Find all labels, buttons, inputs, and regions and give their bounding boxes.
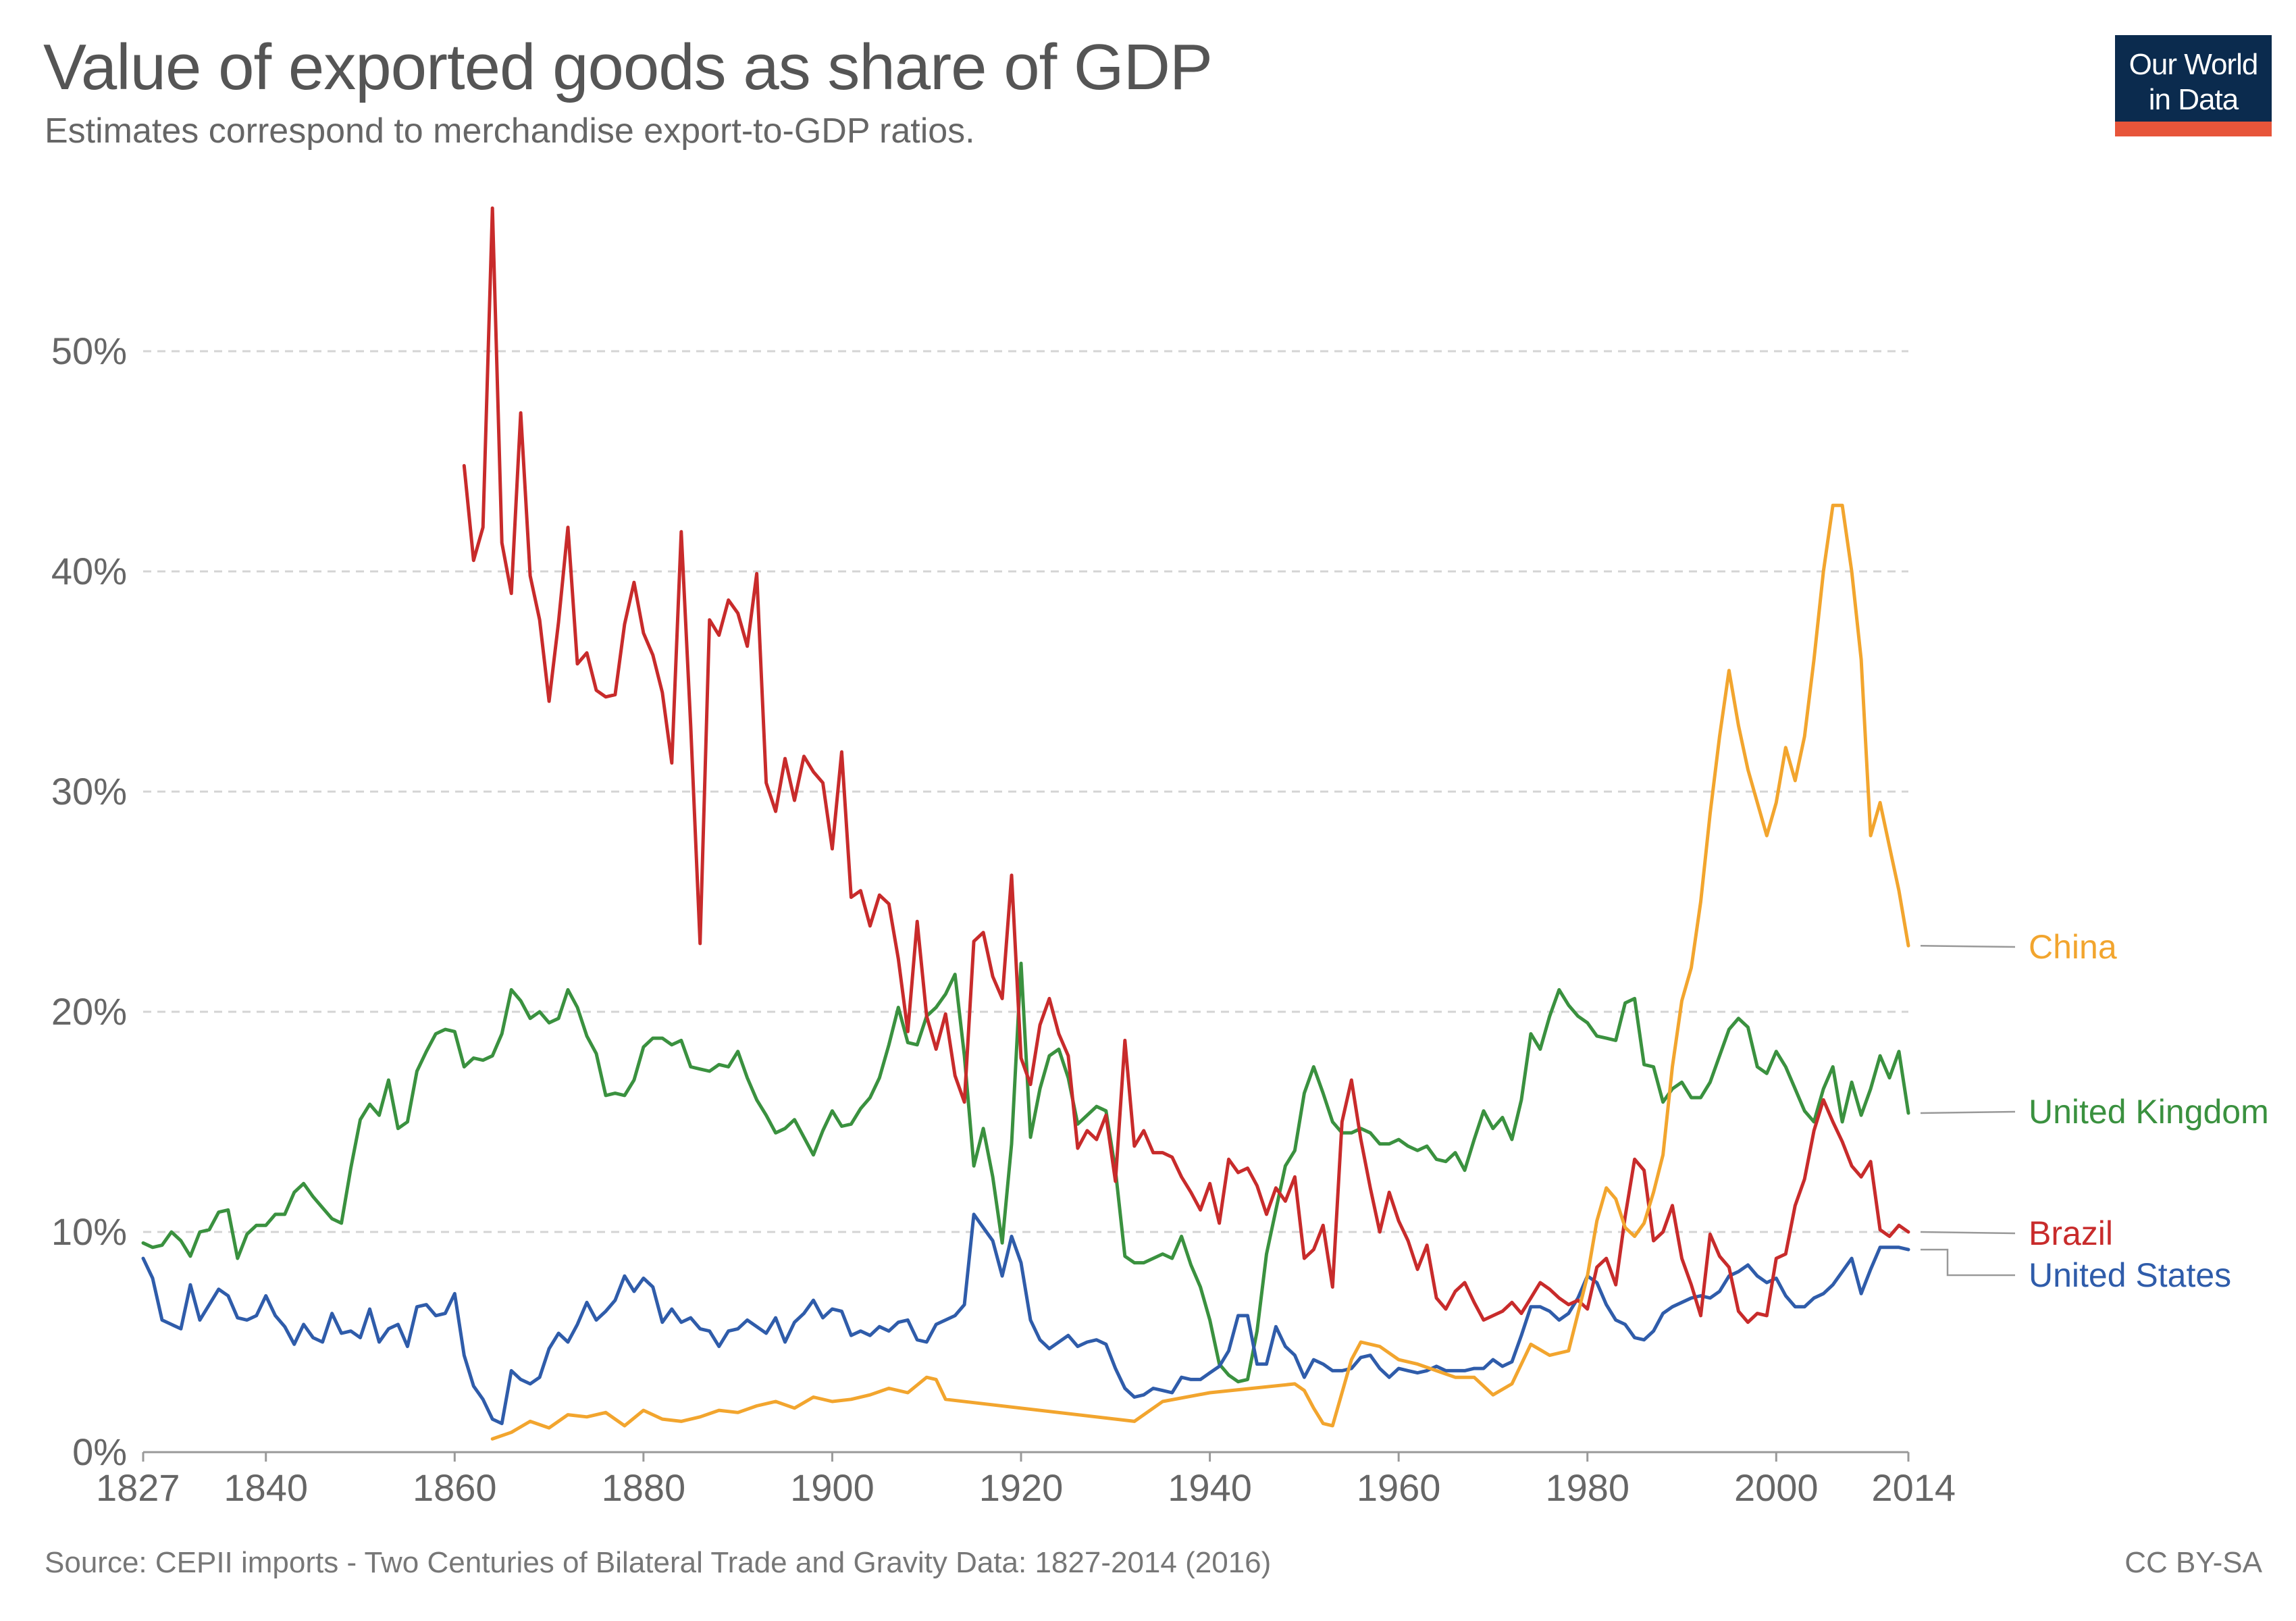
logo-line-2: in Data bbox=[2148, 83, 2239, 116]
logo-line-1: Our World bbox=[2129, 48, 2259, 81]
y-tick-label-20: 20% bbox=[51, 990, 127, 1033]
series-line-united-states bbox=[141, 1212, 1910, 1426]
x-axis: 1827 1840 1860 1880 1900 1920 1940 1960 1980 2000… bbox=[96, 1451, 1956, 1509]
chart-title: Value of exported goods as share of GDP bbox=[43, 31, 1213, 103]
series-line-united-kingdom bbox=[141, 961, 1910, 1384]
logo-accent-bar bbox=[2115, 122, 2272, 136]
series-line-brazil bbox=[462, 206, 1910, 1324]
series-label-united-states: United States bbox=[2029, 1256, 2231, 1294]
x-tick-label-1840: 1840 bbox=[224, 1466, 308, 1509]
series-line-china bbox=[490, 503, 1910, 1441]
series-label-china: China bbox=[2029, 928, 2117, 966]
y-tick-label-30: 30% bbox=[51, 770, 127, 813]
series-label-brazil: Brazil bbox=[2029, 1214, 2113, 1252]
chart-subtitle: Estimates correspond to merchandise expo… bbox=[45, 111, 975, 151]
y-axis-tick-labels: 0% 10% 20% 30% 40% 50% bbox=[51, 330, 127, 1473]
x-tick-label-1827: 1827 bbox=[96, 1466, 180, 1509]
leader-line-united-states bbox=[1921, 1248, 2015, 1277]
x-tick-label-2014: 2014 bbox=[1871, 1466, 1956, 1509]
x-tick-label-1880: 1880 bbox=[602, 1466, 686, 1509]
x-tick-label-1920: 1920 bbox=[979, 1466, 1064, 1509]
y-tick-label-50: 50% bbox=[51, 330, 127, 372]
our-world-in-data-logo[interactable]: Our World in Data bbox=[2115, 35, 2272, 136]
series-label-united-kingdom: United Kingdom bbox=[2029, 1093, 2269, 1131]
x-tick-label-2000: 2000 bbox=[1734, 1466, 1819, 1509]
leader-line-brazil bbox=[1920, 1231, 2016, 1235]
x-tick-label-1900: 1900 bbox=[790, 1466, 875, 1509]
x-tick-label-1980: 1980 bbox=[1545, 1466, 1629, 1509]
y-tick-label-40: 40% bbox=[51, 550, 127, 592]
leader-line-china bbox=[1920, 944, 2016, 948]
y-tick-label-10: 10% bbox=[51, 1210, 127, 1253]
gridlines bbox=[143, 350, 1908, 1233]
y-tick-label-0: 0% bbox=[72, 1431, 127, 1473]
x-tick-label-1960: 1960 bbox=[1357, 1466, 1441, 1509]
series-end-labels: China United Kingdom Brazil United States bbox=[1920, 928, 2269, 1294]
x-tick-label-1940: 1940 bbox=[1168, 1466, 1252, 1509]
leader-line-united-kingdom bbox=[1920, 1110, 2016, 1114]
x-tick-label-1860: 1860 bbox=[413, 1466, 497, 1509]
license-link[interactable]: CC BY-SA bbox=[2124, 1546, 2262, 1579]
series-lines bbox=[141, 206, 1910, 1441]
source-note: Source: CEPII imports - Two Centuries of… bbox=[45, 1546, 1272, 1579]
